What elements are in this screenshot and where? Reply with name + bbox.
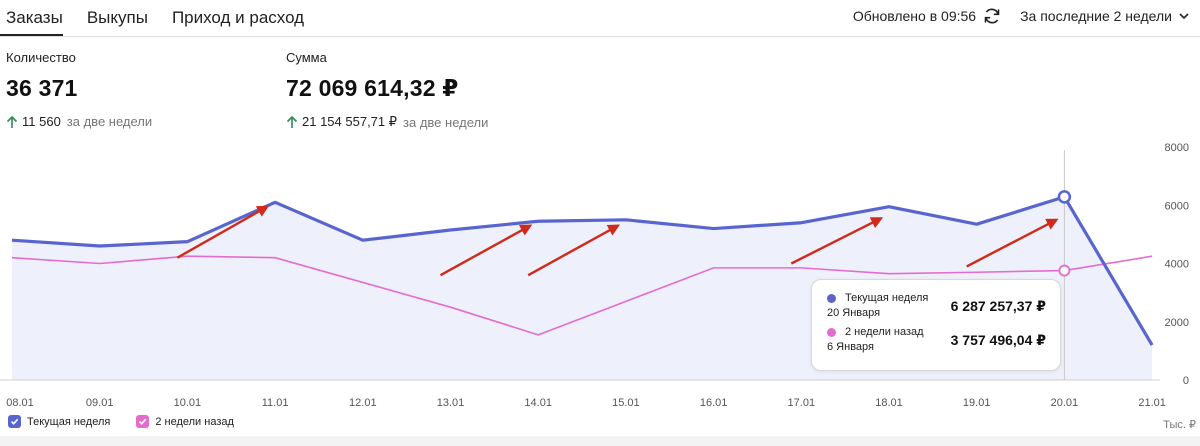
x-tick-label: 15.01 xyxy=(612,397,640,409)
tab-income-expense[interactable]: Приход и расход xyxy=(171,8,305,27)
x-tick-label: 20.01 xyxy=(1051,397,1079,409)
annotation-arrow xyxy=(176,205,270,259)
metric-sum-delta: 21 154 557,71 ₽ за две недели xyxy=(286,114,488,130)
x-tick-label: 11.01 xyxy=(262,397,289,409)
legend-previous-label: 2 недели назад xyxy=(155,415,234,428)
arrow-up-icon xyxy=(6,115,18,128)
x-tick-label: 10.01 xyxy=(174,397,202,409)
point-previous-highlight xyxy=(1058,264,1071,277)
chart-legend: Текущая неделя 2 недели назад xyxy=(8,415,260,428)
x-tick-label: 17.01 xyxy=(788,397,816,409)
annotation-arrow xyxy=(439,224,533,277)
legend-current-label: Текущая неделя xyxy=(27,415,111,428)
arrow-up-icon xyxy=(286,115,298,128)
metric-sum-label: Сумма xyxy=(286,50,327,65)
y-tick-label: 2000 xyxy=(1165,317,1189,329)
series-line-previous xyxy=(11,255,1153,336)
x-tick-label: 16.01 xyxy=(700,397,728,409)
checkbox-checked-icon[interactable] xyxy=(8,415,21,428)
metric-sum-delta-period: за две недели xyxy=(403,114,489,130)
tab-bar: Заказы Выкупы Приход и расход xyxy=(0,0,322,36)
metric-sum-value: 72 069 614,32 ₽ xyxy=(286,75,459,101)
x-tick-label: 13.01 xyxy=(437,397,465,409)
x-tick-label: 21.01 xyxy=(1138,397,1166,409)
chart-tooltip: Текущая неделя 20 Января 6 287 257,37 ₽ … xyxy=(811,279,1061,371)
y-tick-label: 0 xyxy=(1183,375,1189,387)
tooltip-previous-date: 6 Января xyxy=(827,341,874,353)
x-tick-label: 12.01 xyxy=(349,397,377,409)
period-label: За последние 2 недели xyxy=(1020,8,1172,24)
metric-quantity: Количество 36 371 11 560 за две недели xyxy=(6,50,152,129)
tab-buyouts[interactable]: Выкупы xyxy=(86,8,148,27)
metric-quantity-value: 36 371 xyxy=(6,75,78,101)
metric-quantity-delta-value: 11 560 xyxy=(22,114,61,129)
tooltip-current-date: 20 Января xyxy=(827,307,881,319)
bottom-strip xyxy=(0,436,1200,446)
series-line-current xyxy=(11,195,1154,346)
annotation-arrow xyxy=(790,217,884,265)
metric-sum-delta-value: 21 154 557,71 ₽ xyxy=(302,114,398,129)
header-divider xyxy=(0,36,1200,37)
tooltip-current-value: 6 287 257,37 ₽ xyxy=(950,298,1046,314)
metric-quantity-delta: 11 560 за две недели xyxy=(6,114,152,129)
x-tick-label: 19.01 xyxy=(963,397,991,409)
tab-orders[interactable]: Заказы xyxy=(0,0,63,36)
header-controls: Обновлено в 09:56 За последние 2 недели xyxy=(853,6,1190,26)
annotation-arrow xyxy=(527,224,621,277)
y-tick-label: 6000 xyxy=(1165,200,1189,212)
checkbox-checked-icon[interactable] xyxy=(136,415,150,428)
tooltip-previous-dot xyxy=(827,328,836,337)
chevron-down-icon xyxy=(1179,13,1189,20)
x-tick-label: 08.01 xyxy=(6,397,34,409)
x-tick-label: 14.01 xyxy=(524,397,552,409)
legend-item-current[interactable]: Текущая неделя xyxy=(8,415,110,428)
legend-item-previous[interactable]: 2 недели назад xyxy=(136,415,234,428)
annotation-arrow xyxy=(966,218,1059,268)
unit-label: Тыс. ₽ xyxy=(1163,419,1196,431)
x-tick-label: 18.01 xyxy=(875,397,903,409)
tooltip-current-dot xyxy=(827,294,836,303)
period-select[interactable]: За последние 2 недели xyxy=(1020,8,1190,24)
tooltip-current-name: Текущая неделя xyxy=(845,292,929,304)
orders-chart: 08.01 09.01 10.01 11.01 12.01 13.01 14.01 15.01… xyxy=(0,142,1189,409)
point-current-highlight xyxy=(1057,190,1072,204)
y-tick-label: 8000 xyxy=(1165,142,1189,154)
refresh-icon[interactable] xyxy=(982,6,1002,26)
metric-quantity-delta-period: за две недели xyxy=(66,114,153,129)
y-tick-label: 4000 xyxy=(1165,259,1189,271)
metric-sum: Сумма 72 069 614,32 ₽ 21 154 557,71 ₽ за… xyxy=(286,50,488,130)
tooltip-previous-value: 3 757 496,04 ₽ xyxy=(950,332,1046,348)
metric-quantity-label: Количество xyxy=(6,50,76,65)
updated-time: Обновлено в 09:56 xyxy=(852,8,977,24)
tooltip-previous-name: 2 недели назад xyxy=(845,326,924,338)
x-tick-label: 09.01 xyxy=(86,397,114,409)
